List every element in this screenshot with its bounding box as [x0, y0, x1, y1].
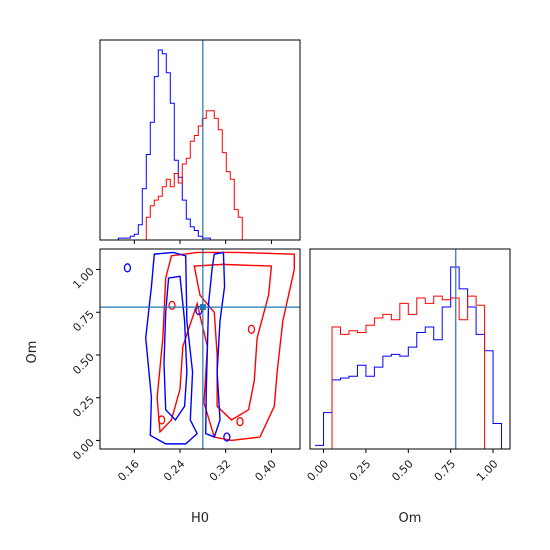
- contour-island-5: [247, 324, 256, 334]
- h0-histogram-panel: [99, 39, 301, 244]
- om-x-tick-label-4: 1.00: [474, 457, 501, 484]
- contour-island-1: [223, 432, 231, 442]
- truth-marker: [199, 304, 206, 311]
- h0-hist-frame: [99, 39, 301, 241]
- y-axis-label-om: Om: [25, 341, 40, 364]
- contour-blue-outer: [145, 251, 199, 445]
- h0-hist-series-1: [114, 110, 283, 241]
- h0-hist-series-0: [114, 49, 283, 241]
- x-axis-label-om: Om: [399, 511, 422, 526]
- x-axis-label-h0: H0: [191, 511, 209, 526]
- om-tick-label-3: 0.75: [70, 308, 97, 335]
- h0-tick-label-1: 0.24: [161, 457, 188, 484]
- h0-tick-label-0: 0.16: [115, 457, 142, 484]
- om-hist-series-1: [315, 295, 510, 450]
- contour-island-3: [158, 415, 166, 425]
- om-x-tick-label-1: 0.25: [347, 457, 374, 484]
- om-histogram-panel: 0.00 0.25 0.50 0.75 1.00: [305, 248, 511, 484]
- contour-blue-outer-right: [205, 251, 226, 438]
- contour-red-outer: [156, 251, 295, 442]
- om-x-tick-label-3: 0.75: [432, 457, 459, 484]
- contour-red-inner: [193, 263, 273, 421]
- om-tick-label-0: 0.00: [70, 436, 97, 463]
- contour-blue-inner: [163, 275, 188, 422]
- om-tick-label-4: 1.00: [70, 265, 97, 292]
- om-x-tick-label-0: 0.00: [305, 457, 332, 484]
- om-hist-series-0: [315, 266, 510, 450]
- contour-frame: [99, 248, 301, 450]
- contour-island-0: [123, 263, 132, 273]
- h0-tick-label-3: 0.40: [252, 457, 279, 484]
- om-tick-label-2: 0.50: [70, 351, 97, 378]
- contour-island-6: [168, 300, 176, 311]
- om-tick-label-1: 0.25: [70, 393, 97, 420]
- om-hist-frame: [309, 248, 511, 450]
- h0-om-contour-panel: 0.16 0.24 0.32 0.40 0.00 0.25 0.50 0.75 1.00: [70, 248, 301, 484]
- om-x-tick-label-2: 0.50: [389, 457, 416, 484]
- contour-island-4: [236, 416, 244, 427]
- h0-tick-label-2: 0.32: [207, 457, 234, 484]
